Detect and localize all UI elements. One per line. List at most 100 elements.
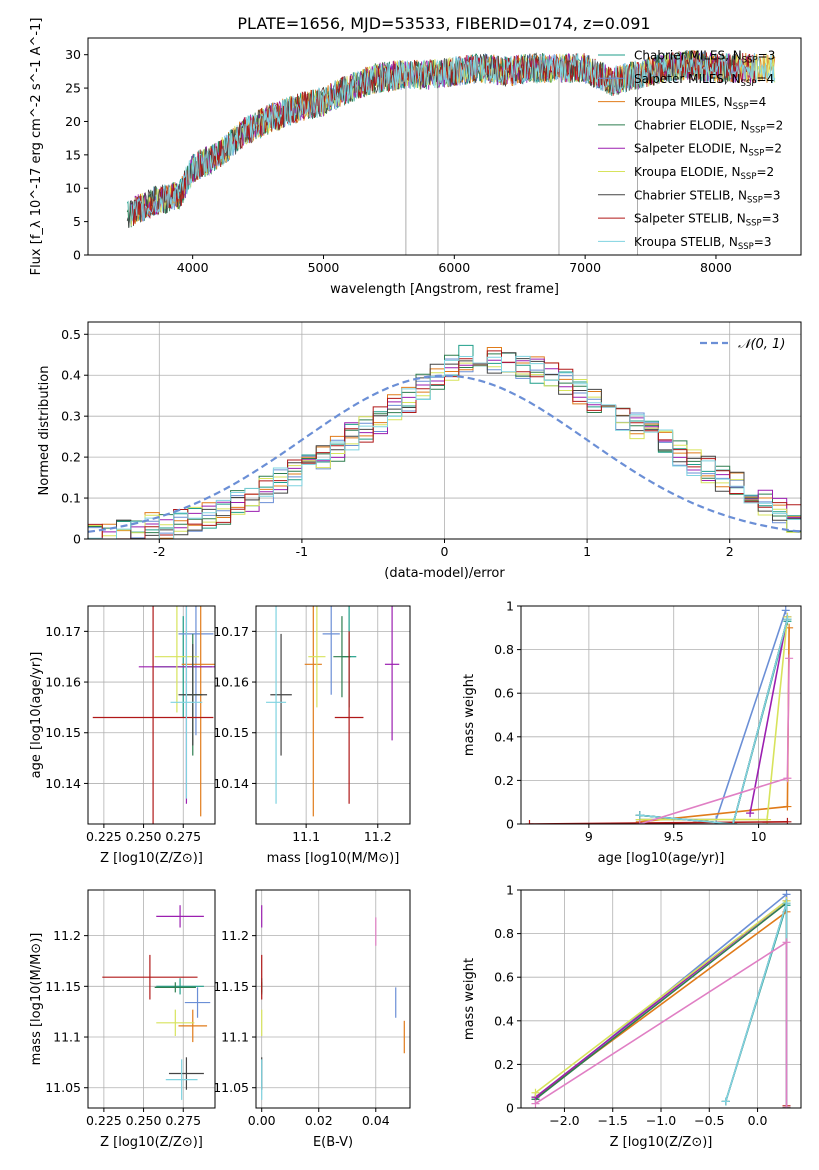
spectrum-line-9 — [130, 52, 776, 222]
y-tick-label: 10 — [65, 181, 81, 196]
y-tick-label: 0 — [506, 1101, 514, 1116]
axes-frame — [87, 605, 216, 825]
metallicity-age-plot: 0.225 0.250 0.275 10.14 10.15 10.16 10.17 Z [lo… — [29, 605, 216, 866]
x-tick-label: 0.0 — [748, 1113, 768, 1128]
y-tick-label: 10.15 — [45, 725, 81, 740]
y-tick-label: 11.15 — [45, 979, 81, 994]
error-bar-8 — [102, 954, 198, 1000]
y-tick-label: 20 — [65, 114, 81, 129]
axes-frame — [87, 889, 216, 1109]
y-axis-label: mass weight — [462, 958, 477, 1040]
legend-entry: Salpeter STELIB, NSSP=3 — [634, 212, 779, 229]
legend-entry: Kroupa STELIB, NSSP=3 — [634, 235, 772, 252]
error-bar-1 — [156, 978, 204, 995]
y-tick-label: 5 — [73, 214, 81, 229]
plot-content — [102, 905, 211, 1100]
weight-line-10 — [531, 938, 791, 1108]
mass-age-plot: 11.1 11.2 10.14 10.15 10.16 10.17 mass [log10(… — [213, 605, 411, 866]
error-bar-7 — [270, 633, 292, 756]
y-tick-label: 11.1 — [53, 1030, 81, 1045]
error-bar-8 — [334, 631, 364, 804]
x-tick-label: −1.0 — [646, 1113, 676, 1128]
y-tick-label: 0.2 — [494, 1057, 514, 1072]
y-tick-label: 0.3 — [61, 409, 81, 424]
error-bar-4 — [333, 616, 351, 698]
error-bar-7 — [178, 644, 208, 746]
spectrum-plot: 4000 5000 6000 7000 8000 0 5 10 15 20 25 30 waveleng… — [29, 18, 802, 297]
axes-frame — [255, 605, 411, 825]
residuals-plot: -2 -1 0 1 2 0 0.1 0.2 0.3 0.4 0.5 (data-model)/erro… — [37, 321, 802, 581]
histogram-step-9 — [88, 355, 801, 539]
figure-title: PLATE=1656, MJD=53533, FIBERID=0174, z=0… — [237, 14, 650, 33]
error-bar-9 — [266, 606, 287, 804]
y-tick-label: 11.2 — [53, 928, 81, 943]
axes-frame — [520, 605, 802, 825]
plot-content — [525, 606, 794, 824]
plot-content — [531, 890, 791, 1108]
axes-frame — [87, 37, 802, 256]
grid-lines — [256, 890, 410, 1108]
legend-entry: Chabrier STELIB, NSSP=3 — [634, 188, 781, 205]
error-bar-5 — [384, 606, 400, 741]
legend-entry: Chabrier ELODIE, NSSP=2 — [634, 118, 783, 135]
y-tick-label: 1 — [506, 883, 514, 898]
error-bar-5 — [156, 905, 204, 928]
y-tick-label: 10.17 — [45, 624, 81, 639]
x-tick-label: 0.275 — [165, 829, 201, 844]
y-tick-label: 11.15 — [213, 979, 249, 994]
x-tick-label: 0.250 — [126, 1113, 162, 1128]
x-tick-label: 0.225 — [86, 829, 122, 844]
error-bar-2 — [178, 606, 214, 736]
x-tick-label: 0.225 — [86, 1113, 122, 1128]
legend-entry: Chabrier MILES, NSSP=3 — [634, 49, 775, 66]
y-tick-label: 0 — [506, 817, 514, 832]
y-tick-label: 0.4 — [494, 729, 514, 744]
residuals-legend: 𝒩(0, 1) — [700, 337, 785, 352]
error-bar-8 — [92, 606, 214, 824]
x-tick-label: -1 — [296, 544, 308, 559]
x-tick-label: 6000 — [438, 260, 470, 275]
error-bar-3 — [304, 606, 322, 817]
y-tick-label: 11.1 — [221, 1030, 249, 1045]
y-tick-label: 0.6 — [494, 686, 514, 701]
x-tick-label: −2.0 — [549, 1113, 579, 1128]
age-weight-plot: 9 9.5 10 0 0.2 0.4 0.6 0.8 1 age [log10(age/yr)] m… — [462, 599, 802, 866]
x-tick-label: 0 — [441, 544, 449, 559]
legend-entry: Salpeter MILES, NSSP=4 — [634, 72, 774, 89]
x-tick-label: 0.02 — [305, 1113, 333, 1128]
grid-lines — [256, 606, 410, 824]
y-tick-label: 15 — [65, 147, 81, 162]
error-bar-4 — [154, 982, 196, 993]
y-axis-label: mass weight — [462, 674, 477, 756]
x-tick-label: 0.250 — [126, 829, 162, 844]
plot-content — [261, 905, 405, 1100]
error-bar-9 — [170, 606, 203, 799]
y-tick-label: 10.16 — [213, 675, 249, 690]
y-axis-label: mass [log10(M/M⊙)] — [29, 933, 44, 1066]
error-bar-3 — [178, 1009, 208, 1043]
x-tick-label: −1.5 — [598, 1113, 628, 1128]
x-tick-label: 11.2 — [364, 829, 392, 844]
x-tick-label: 9 — [585, 829, 593, 844]
x-axis-label: age [log10(age/yr)] — [598, 851, 725, 866]
axes-frame — [255, 889, 411, 1109]
y-tick-label: 0.8 — [494, 926, 514, 941]
y-tick-label: 11.05 — [45, 1080, 81, 1095]
y-tick-label: 11.05 — [213, 1080, 249, 1095]
error-bar-2 — [322, 606, 340, 695]
x-tick-label: −0.5 — [694, 1113, 724, 1128]
x-tick-label: 9.5 — [664, 829, 684, 844]
plot-content — [266, 606, 400, 817]
x-tick-label: -2 — [153, 544, 165, 559]
y-tick-label: 10.15 — [213, 725, 249, 740]
y-tick-label: 0.2 — [494, 773, 514, 788]
metallicity-weight-plot: −2.0 −1.5 −1.0 −0.5 0.0 0 0.2 0.4 0.6 0.8 1 Z [log1… — [462, 883, 802, 1150]
error-bar-9 — [165, 1059, 198, 1100]
error-bar-2 — [184, 987, 211, 1018]
plot-content — [92, 606, 215, 824]
grid-lines — [88, 322, 801, 540]
y-tick-label: 10.16 — [45, 675, 81, 690]
error-bar-3 — [181, 606, 215, 817]
y-tick-label: 10.14 — [45, 776, 81, 791]
